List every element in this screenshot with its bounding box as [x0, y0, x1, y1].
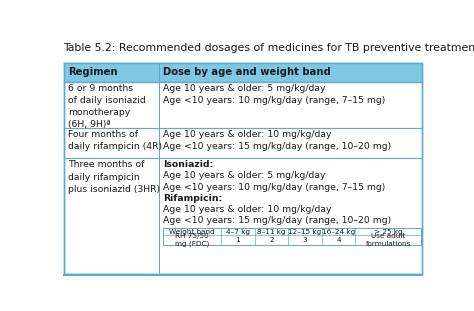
Text: Age 10 years & older: 10 mg/kg/day
Age <10 years: 15 mg/kg/day (range, 10–20 mg): Age 10 years & older: 10 mg/kg/day Age <… [163, 130, 391, 151]
Text: 1: 1 [236, 237, 240, 243]
Text: Dose by age and weight band: Dose by age and weight band [163, 67, 331, 77]
Text: 12–15 kg: 12–15 kg [288, 229, 321, 234]
Text: Age 10 years & older: 5 mg/kg/day
Age <10 years: 10 mg/kg/day (range, 7–15 mg): Age 10 years & older: 5 mg/kg/day Age <1… [163, 84, 385, 105]
Text: > 25 kg: > 25 kg [374, 229, 402, 234]
Text: 4–7 kg: 4–7 kg [226, 229, 250, 234]
Text: 6 or 9 months
of daily isoniazid
monotherapy
(6H, 9H)ª: 6 or 9 months of daily isoniazid monothe… [68, 84, 146, 129]
Text: Rifampicin:: Rifampicin: [163, 194, 222, 203]
Bar [64, 63, 422, 274]
Bar [64, 63, 422, 81]
Text: 4: 4 [336, 237, 341, 243]
Text: Weight band: Weight band [169, 229, 215, 234]
Text: RH 75/50
mg (FDC): RH 75/50 mg (FDC) [175, 233, 209, 247]
Text: Three months of
daily rifampicin
plus isoniazid (3HR): Three months of daily rifampicin plus is… [68, 160, 160, 194]
Text: Age 10 years & older: 5 mg/kg/day: Age 10 years & older: 5 mg/kg/day [163, 171, 326, 180]
Text: Age 10 years & older: 10 mg/kg/day: Age 10 years & older: 10 mg/kg/day [163, 205, 331, 214]
Text: 2: 2 [269, 237, 273, 243]
Text: Isoniazid:: Isoniazid: [163, 160, 213, 169]
Text: Age <10 years: 10 mg/kg/day (range, 7–15 mg): Age <10 years: 10 mg/kg/day (range, 7–15… [163, 183, 385, 192]
Text: 16–24 kg: 16–24 kg [322, 229, 355, 234]
Text: 8–11 kg: 8–11 kg [257, 229, 286, 234]
Bar [163, 228, 421, 245]
Text: 3: 3 [302, 237, 307, 243]
Text: Use adult
formulations: Use adult formulations [365, 233, 411, 247]
Text: Table 5.2: Recommended dosages of medicines for TB preventive treatment: Table 5.2: Recommended dosages of medici… [64, 43, 474, 53]
Text: Age <10 years: 15 mg/kg/day (range, 10–20 mg): Age <10 years: 15 mg/kg/day (range, 10–2… [163, 216, 391, 225]
Text: Four months of
daily rifampicin (4R): Four months of daily rifampicin (4R) [68, 130, 162, 151]
Text: Regimen: Regimen [68, 67, 118, 77]
